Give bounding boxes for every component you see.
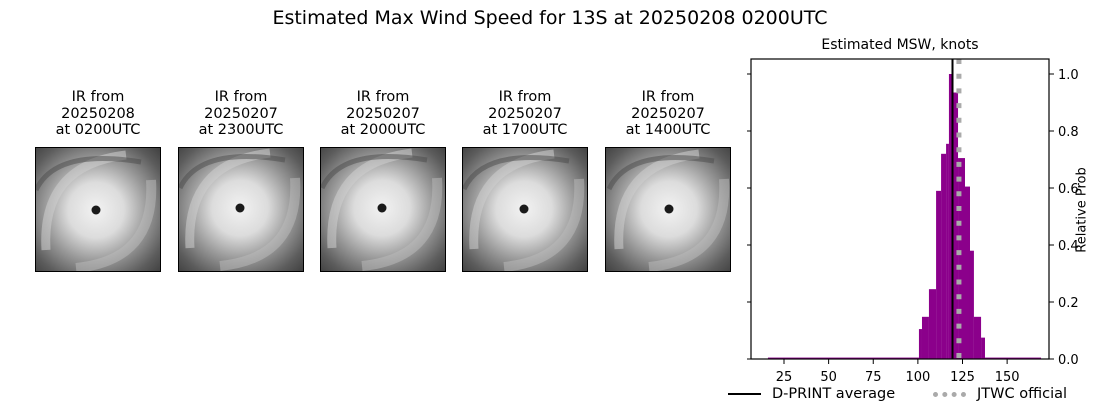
y-tick-label: 0.0: [1058, 353, 1079, 368]
x-tick-label: 75: [865, 370, 882, 385]
legend-label-jtwc: JTWC official: [977, 386, 1068, 402]
x-tick-label: 50: [820, 370, 837, 385]
ir-panel-title: IR from 20250207 at 1400UTC: [625, 89, 711, 138]
legend-item-jtwc: JTWC official: [933, 386, 1067, 402]
ir-satellite-image: [320, 147, 446, 272]
histogram-svg: 25 50 75 100 125 150 0.0 0.2 0.4 0.6 0.8 1.0: [747, 58, 1079, 385]
ir-panel-title: IR from 20250207 at 2300UTC: [198, 89, 284, 138]
histogram-bar: [969, 250, 974, 359]
suptitle: Estimated Max Wind Speed for 13S at 2025…: [272, 7, 828, 29]
histogram-bar: [767, 357, 919, 359]
x-tick-label: 100: [905, 370, 930, 385]
histogram-bar: [936, 190, 942, 359]
x-tick-label: 150: [995, 370, 1020, 385]
chart-title: Estimated MSW, knots: [821, 37, 979, 53]
ir-panel-title: IR from 20250207 at 1700UTC: [482, 89, 568, 138]
histogram-bar: [973, 316, 982, 359]
ir-satellite-image: [35, 147, 161, 272]
histogram-bar: [953, 92, 959, 360]
histogram-bar: [948, 74, 954, 359]
ir-satellite-image: [605, 147, 731, 272]
ir-panel: IR from 20250207 at 2300UTC: [178, 89, 304, 272]
legend-item-dprint: D-PRINT average: [728, 386, 895, 402]
ir-panel: IR from 20250207 at 1400UTC: [605, 89, 731, 272]
histogram-bar: [981, 337, 985, 359]
y-axis-label: Relative Prob: [1074, 167, 1090, 253]
legend-label-dprint: D-PRINT average: [772, 386, 896, 402]
y-tick-label: 1.0: [1058, 68, 1079, 83]
histogram-plot: 25 50 75 100 125 150 0.0 0.2 0.4 0.6 0.8 1.0: [747, 58, 1079, 385]
ir-panel-title: IR from 20250207 at 2000UTC: [340, 89, 426, 138]
ir-satellite-image: [178, 147, 304, 272]
y-tick-label: 0.2: [1058, 296, 1079, 311]
histogram-bar: [918, 329, 922, 359]
histogram-bar: [984, 357, 1042, 359]
ir-panel: IR from 20250207 at 2000UTC: [320, 89, 446, 272]
dotted-line-icon: [933, 391, 966, 397]
solid-line-icon: [728, 393, 761, 395]
ir-satellite-image: [462, 147, 588, 272]
x-tick-label: 25: [776, 370, 793, 385]
histogram-bar: [928, 289, 937, 359]
y-tick-label: 0.6: [1058, 182, 1079, 197]
histogram-bar: [941, 153, 947, 359]
histogram-bar: [958, 158, 965, 359]
histogram-bar: [921, 316, 929, 359]
ir-panel: IR from 20250207 at 1700UTC: [462, 89, 588, 272]
y-tick-label: 0.8: [1058, 125, 1079, 140]
x-tick-label: 125: [950, 370, 975, 385]
y-tick-label: 0.4: [1058, 239, 1079, 254]
ir-panel-title: IR from 20250208 at 0200UTC: [55, 89, 141, 138]
plot-frame: [750, 58, 1050, 360]
histogram-bar: [964, 186, 970, 359]
histogram-bar: [946, 143, 949, 359]
ir-panel: IR from 20250208 at 0200UTC: [35, 89, 161, 272]
